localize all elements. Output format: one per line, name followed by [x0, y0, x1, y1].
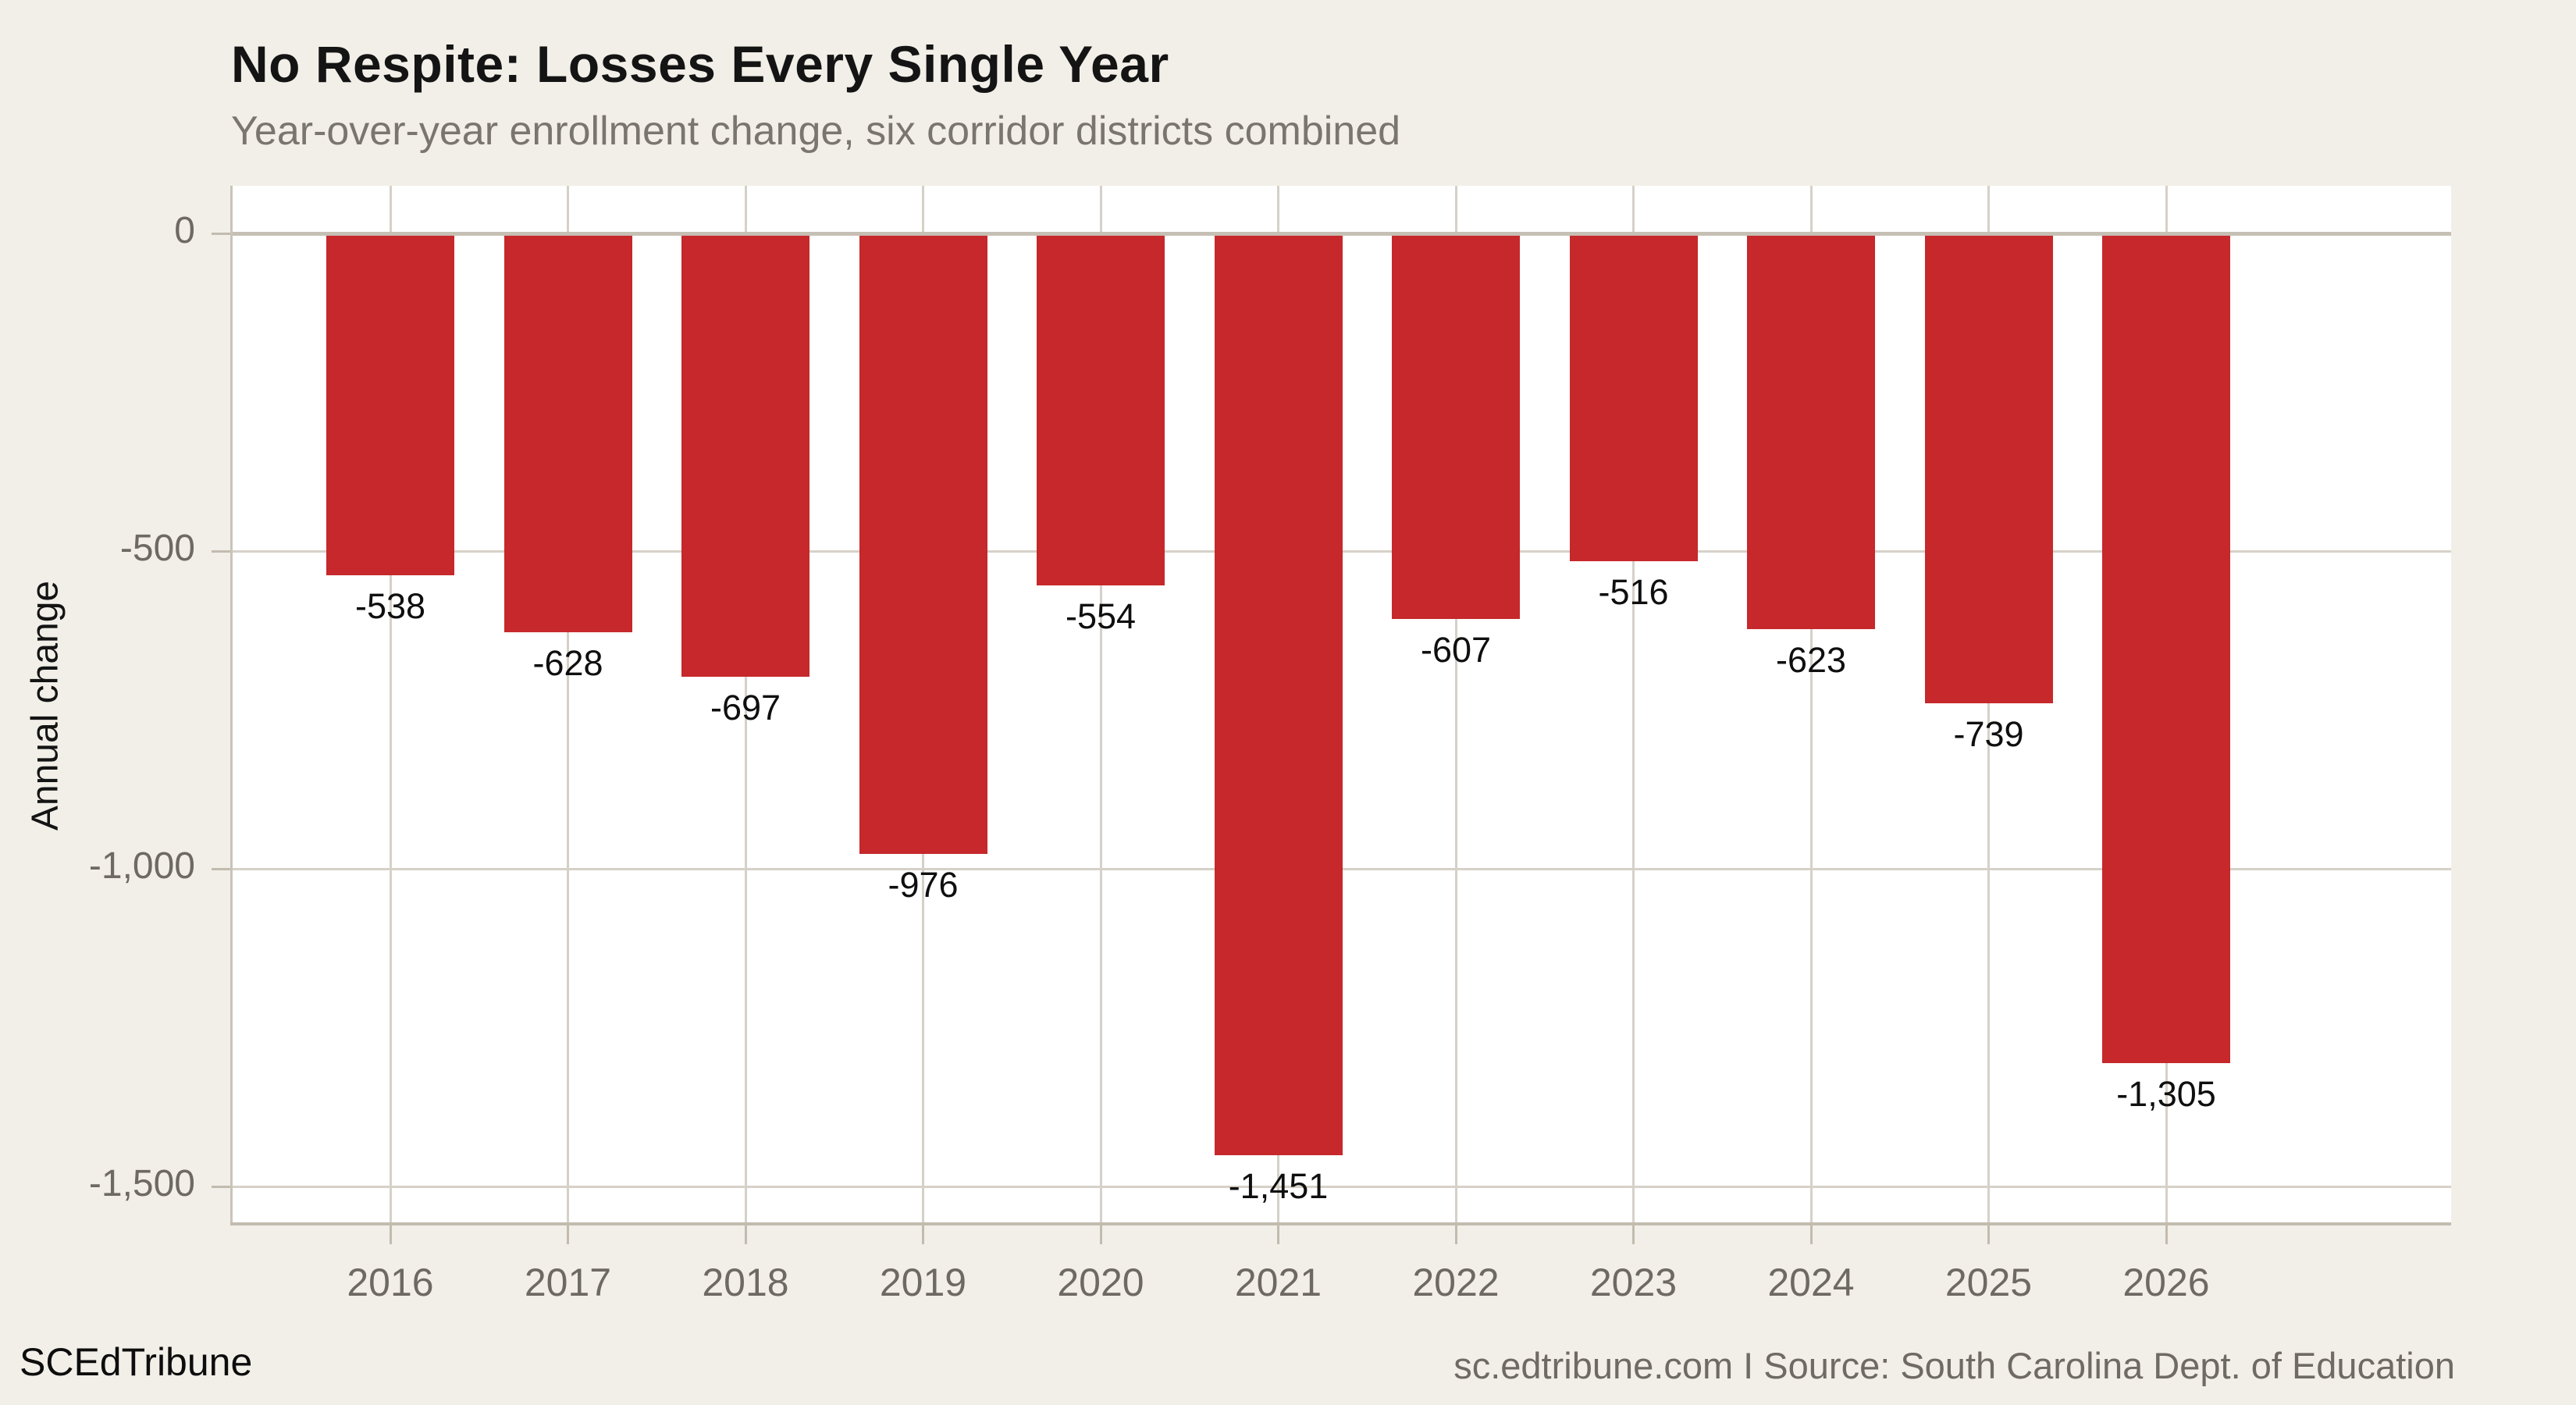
bar-2018 — [681, 235, 809, 677]
x-axis-tick-2017 — [567, 1225, 569, 1244]
x-axis-tick-label-2020: 2020 — [1057, 1261, 1144, 1304]
publisher-logo-text: SCEdTribune — [20, 1340, 253, 1384]
x-axis-tick-label-2021: 2021 — [1234, 1261, 1322, 1304]
bar-2016 — [326, 235, 454, 576]
bar-2026 — [2102, 235, 2230, 1063]
vertical-gridline-2017 — [567, 186, 569, 1225]
x-axis-tick-label-2019: 2019 — [879, 1261, 967, 1304]
bar-2019 — [859, 235, 987, 854]
bar-2024 — [1747, 235, 1875, 630]
source-credit: sc.edtribune.com I Source: South Carolin… — [1453, 1345, 2455, 1386]
x-axis-tick-label-2024: 2024 — [1767, 1261, 1855, 1304]
x-axis-tick-label-2018: 2018 — [702, 1261, 789, 1304]
bar-value-label-2016: -538 — [354, 586, 426, 627]
x-axis-tick-label-2025: 2025 — [1944, 1261, 2033, 1304]
y-axis-tick-0 — [212, 232, 230, 235]
x-axis-tick-label-2017: 2017 — [524, 1261, 612, 1304]
vertical-gridline-2020 — [1099, 186, 1102, 1225]
x-axis-tick-label-2016: 2016 — [347, 1261, 434, 1304]
bar-value-label-2026: -1,305 — [2116, 1073, 2216, 1114]
bar-value-label-2023: -516 — [1598, 572, 1669, 613]
x-axis-tick-2018 — [744, 1225, 747, 1244]
vertical-gridline-2022 — [1454, 186, 1457, 1225]
x-axis-tick-2026 — [2165, 1225, 2168, 1244]
y-axis-tick-label--1,500: -1,500 — [88, 1163, 195, 1205]
y-axis-tick-label--1,000: -1,000 — [88, 845, 195, 887]
bar-value-label-2021: -1,451 — [1228, 1166, 1329, 1207]
bar-2025 — [1924, 235, 2053, 703]
x-axis-tick-2024 — [1809, 1225, 1813, 1244]
x-axis-spine — [230, 1222, 2451, 1225]
vertical-gridline-2016 — [389, 186, 392, 1225]
x-axis-tick-2022 — [1454, 1225, 1457, 1244]
plot-area: -538 -628 -697 -976 -554 -1,451 -607 -516 -623 -7… — [230, 186, 2451, 1225]
x-axis-tick-2019 — [922, 1225, 924, 1244]
x-axis-tick-2021 — [1277, 1225, 1279, 1244]
x-axis-tick-label-2023: 2023 — [1589, 1261, 1678, 1304]
bar-value-label-2024: -623 — [1775, 640, 1847, 681]
y-axis-tick--1,000 — [212, 867, 230, 870]
bar-2017 — [503, 235, 632, 633]
y-axis-tick--500 — [212, 550, 230, 553]
y-axis-tick-label--500: -500 — [119, 528, 195, 570]
y-axis-spine — [230, 186, 233, 1225]
vertical-gridline-2018 — [744, 186, 747, 1225]
bar-value-label-2017: -628 — [532, 643, 603, 684]
zero-gridline — [230, 231, 2451, 236]
bar-2020 — [1037, 235, 1165, 586]
vertical-gridline-2025 — [1987, 186, 1990, 1225]
chart-title: No Respite: Losses Every Single Year — [231, 35, 1169, 93]
y-axis-tick--1,500 — [212, 1185, 230, 1188]
bar-2022 — [1392, 235, 1520, 620]
horizontal-gridline--1,500 — [230, 1185, 2451, 1188]
x-axis-tick-2025 — [1987, 1225, 1990, 1244]
chart-subtitle: Year-over-year enrollment change, six co… — [231, 108, 1401, 154]
bar-value-label-2018: -697 — [710, 687, 781, 727]
y-axis-tick-label-0: 0 — [174, 210, 195, 252]
vertical-gridline-2024 — [1809, 186, 1813, 1225]
bar-2023 — [1569, 235, 1698, 562]
x-axis-tick-2023 — [1632, 1225, 1635, 1244]
bar-value-label-2019: -976 — [888, 864, 959, 905]
bar-value-label-2022: -607 — [1420, 630, 1492, 670]
bar-value-label-2025: -739 — [1953, 713, 2024, 754]
x-axis-tick-2016 — [389, 1225, 392, 1244]
bar-value-label-2020: -554 — [1065, 596, 1137, 637]
x-axis-tick-label-2022: 2022 — [1412, 1261, 1500, 1304]
x-axis-tick-2020 — [1099, 1225, 1102, 1244]
x-axis-tick-label-2026: 2026 — [2122, 1261, 2210, 1304]
vertical-gridline-2023 — [1632, 186, 1635, 1225]
bar-2021 — [1214, 235, 1343, 1156]
y-axis-title: Annual change — [24, 580, 66, 831]
